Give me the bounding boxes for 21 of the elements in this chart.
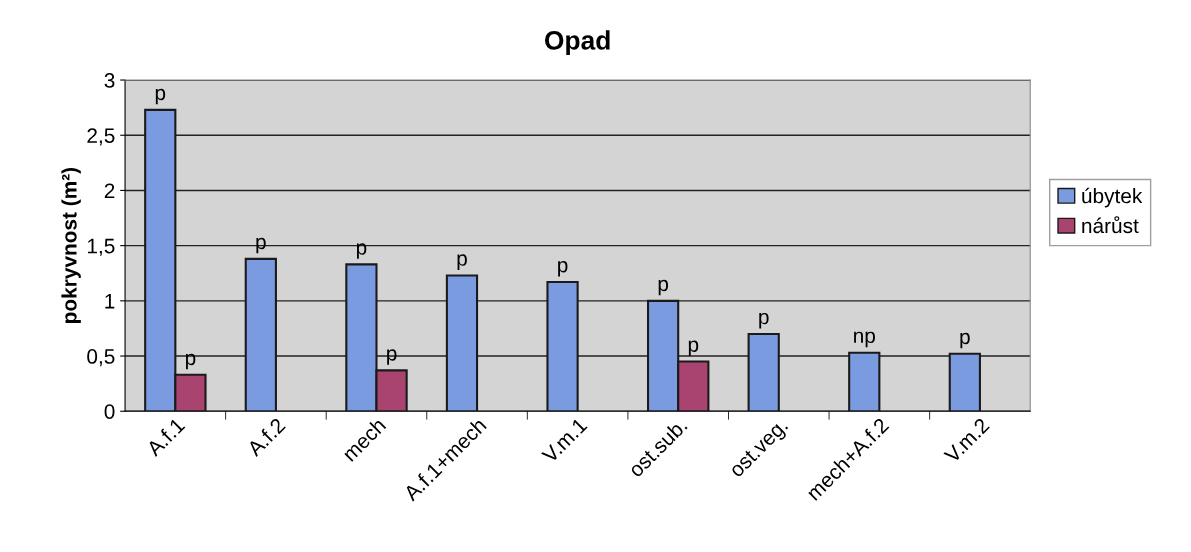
- data-label: p: [658, 279, 669, 296]
- y-tick-label: 0: [104, 404, 115, 419]
- data-label: p: [457, 254, 467, 270]
- y-tick-label: 1: [105, 294, 115, 309]
- y-tick-label: 3: [104, 73, 115, 88]
- data-label: p: [155, 88, 166, 105]
- legend-label: nárůst: [1082, 216, 1139, 234]
- y-axis-title: pokryvnost (m²): [61, 167, 81, 323]
- y-tick-label: 1,5: [87, 238, 115, 256]
- data-label: np: [854, 331, 875, 348]
- data-label: p: [759, 312, 769, 329]
- data-label: p: [185, 353, 196, 370]
- y-tick-label: 2,5: [87, 128, 115, 146]
- data-label: p: [558, 260, 568, 277]
- data-label: p: [960, 332, 970, 349]
- chart-title: Opad: [545, 30, 610, 55]
- y-tick-label: 0,5: [87, 349, 115, 367]
- legend-label: úbytek: [1082, 187, 1143, 208]
- y-tick-label: 2: [104, 183, 115, 198]
- data-label: p: [688, 340, 699, 356]
- data-label: p: [356, 243, 367, 259]
